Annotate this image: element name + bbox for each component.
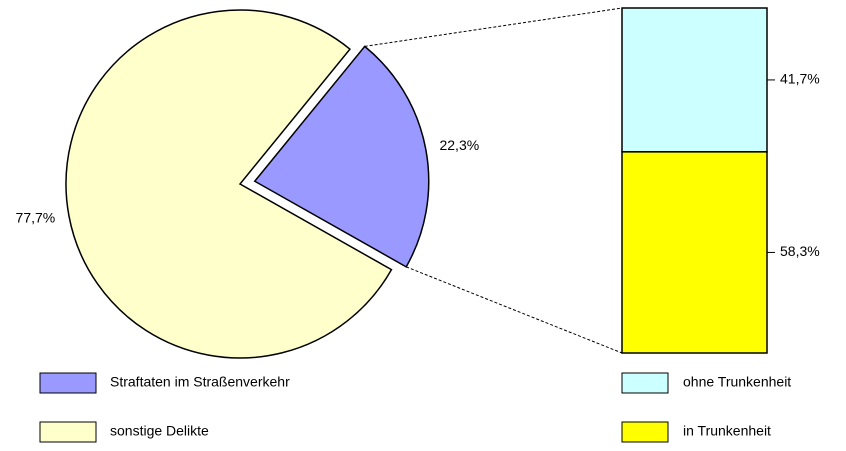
segment-label: 58,3% (780, 243, 820, 259)
bar-segment (621, 151, 768, 354)
legend-label: in Trunkenheit (683, 423, 771, 439)
legend-label: Straftaten im Straßenverkehr (110, 374, 290, 390)
connector (406, 266, 623, 354)
segment-label: 41,7% (780, 71, 820, 87)
legend-label: ohne Trunkenheit (683, 374, 791, 390)
legend-label: sonstige Delikte (110, 423, 209, 439)
legend-swatch (621, 421, 669, 443)
slice-label: 77,7% (16, 209, 56, 225)
legend-swatch (39, 372, 97, 394)
bar-segment (621, 7, 768, 153)
legend-swatch (621, 372, 669, 394)
pie-slice (65, 9, 393, 359)
pie-slice (253, 45, 430, 268)
legend-swatch (39, 421, 97, 443)
slice-label: 22,3% (439, 137, 479, 153)
connector (364, 7, 623, 47)
